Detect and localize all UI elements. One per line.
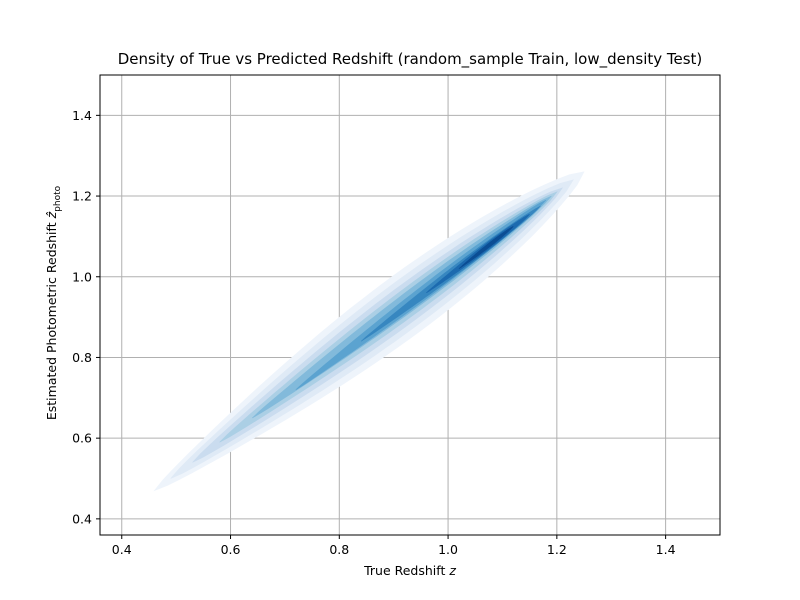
y-tick-label: 0.6: [72, 431, 92, 446]
x-tick-label: 0.8: [329, 542, 349, 557]
density-contour-level-9: [458, 226, 514, 269]
y-tick-label: 1.0: [72, 269, 92, 284]
y-tick-label: 1.4: [72, 108, 92, 123]
x-tick-label: 1.4: [656, 542, 676, 557]
y-axis-label-var: ẑ: [44, 211, 59, 219]
y-axis-label: Estimated Photometric Redshift ẑphoto: [44, 185, 63, 420]
x-tick-label: 1.0: [438, 542, 458, 557]
y-tick-label: 0.4: [72, 511, 92, 526]
x-tick-label: 0.4: [112, 542, 132, 557]
x-axis-label-var: z: [448, 563, 456, 578]
axis-ticks: 0.4 0.6 0.8 1.0 1.2 1.4 0.4 0.6 0.8 1.0 1.2 1.4: [72, 108, 675, 557]
x-axis-label: True Redshift z: [363, 563, 456, 578]
x-axis-label-text: True Redshift: [363, 563, 449, 578]
y-tick-label: 1.2: [72, 189, 92, 204]
x-tick-label: 0.6: [221, 542, 241, 557]
chart-title: Density of True vs Predicted Redshift (r…: [118, 50, 703, 69]
y-axis-label-sub: photo: [53, 185, 63, 211]
density-contours: [153, 171, 585, 492]
y-tick-label: 0.8: [72, 350, 92, 365]
plot-frame: [99, 74, 721, 536]
y-axis-label-text: Estimated Photometric Redshift: [44, 218, 59, 420]
x-tick-label: 1.2: [547, 542, 567, 557]
